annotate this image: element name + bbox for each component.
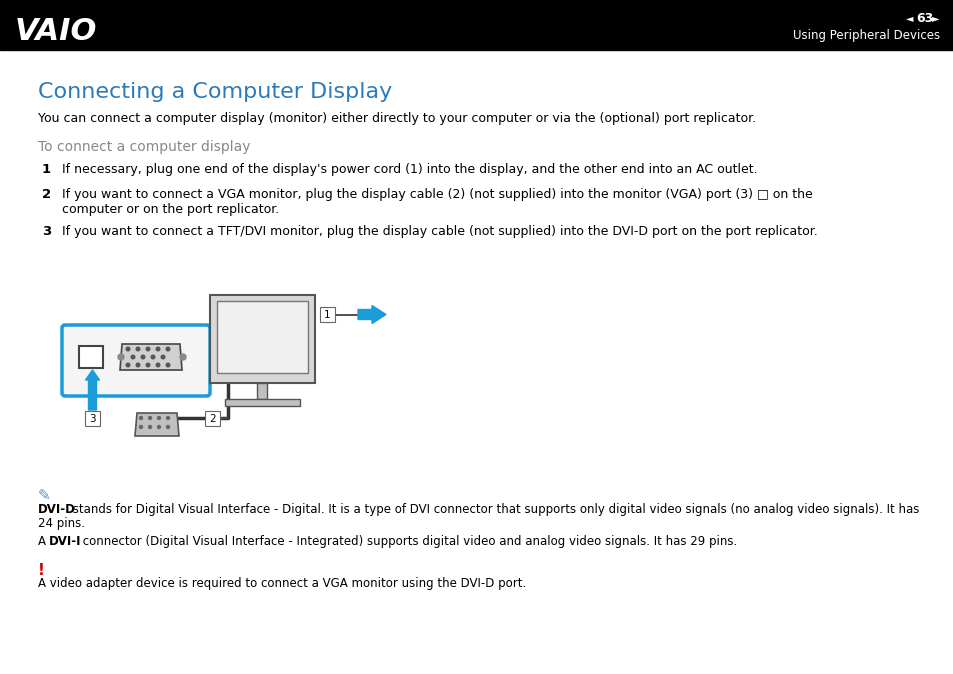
Text: !: ! [38,563,45,578]
Text: A video adapter device is required to connect a VGA monitor using the DVI-D port: A video adapter device is required to co… [38,577,526,590]
Bar [85,411,100,426]
Circle shape [118,354,124,360]
Text: 63: 63 [915,11,932,24]
Circle shape [167,417,170,419]
Polygon shape [120,344,182,370]
Circle shape [149,425,152,429]
Circle shape [136,363,140,367]
Circle shape [156,363,160,367]
Text: connector (Digital Visual Interface - Integrated) supports digital video and ana: connector (Digital Visual Interface - In… [79,535,737,548]
Bar [256,383,267,399]
Text: Using Peripheral Devices: Using Peripheral Devices [792,30,939,42]
Text: You can connect a computer display (monitor) either directly to your computer or: You can connect a computer display (moni… [38,112,756,125]
Circle shape [146,347,150,350]
Circle shape [136,347,140,350]
Circle shape [126,363,130,367]
Text: 2: 2 [209,414,215,423]
Circle shape [149,417,152,419]
Text: If you want to connect a TFT/DVI monitor, plug the display cable (not supplied) : If you want to connect a TFT/DVI monitor… [62,225,817,238]
Bar [79,346,103,368]
Text: ►: ► [931,13,939,23]
Circle shape [139,417,142,419]
Text: ◄: ◄ [905,13,913,23]
Circle shape [167,425,170,429]
FancyArrow shape [357,305,386,324]
Circle shape [166,363,170,367]
Text: 3: 3 [89,414,95,423]
FancyArrow shape [86,370,99,410]
Circle shape [157,425,160,429]
Bar [319,307,335,322]
Bar [210,295,314,383]
Text: stands for Digital Visual Interface - Digital. It is a type of DVI connector tha: stands for Digital Visual Interface - Di… [69,503,919,516]
Circle shape [146,363,150,367]
Circle shape [141,355,145,359]
Text: To connect a computer display: To connect a computer display [38,140,251,154]
Bar [225,399,299,406]
Circle shape [161,355,165,359]
Text: 1: 1 [324,309,331,319]
Circle shape [156,347,160,350]
Polygon shape [135,413,179,436]
Text: Connecting a Computer Display: Connecting a Computer Display [38,82,392,102]
Circle shape [157,417,160,419]
Text: 3: 3 [42,225,51,238]
Text: A: A [38,535,50,548]
FancyBboxPatch shape [62,325,210,396]
Circle shape [180,354,186,360]
Text: ✎: ✎ [38,488,51,503]
Circle shape [132,355,134,359]
Text: DVI-I: DVI-I [49,535,81,548]
Text: 2: 2 [42,188,51,201]
Circle shape [126,347,130,350]
Circle shape [166,347,170,350]
Text: VAIO: VAIO [15,18,97,47]
Bar [216,301,308,373]
Bar [0,0,953,50]
Text: If you want to connect a VGA monitor, plug the display cable (2) (not supplied) : If you want to connect a VGA monitor, pl… [62,188,812,201]
Text: If necessary, plug one end of the display's power cord (1) into the display, and: If necessary, plug one end of the displa… [62,163,757,176]
Text: DVI-D: DVI-D [38,503,76,516]
Circle shape [151,355,154,359]
Circle shape [139,425,142,429]
Bar [205,411,220,426]
Text: computer or on the port replicator.: computer or on the port replicator. [62,203,279,216]
Text: 24 pins.: 24 pins. [38,517,85,530]
Text: 1: 1 [42,163,51,176]
